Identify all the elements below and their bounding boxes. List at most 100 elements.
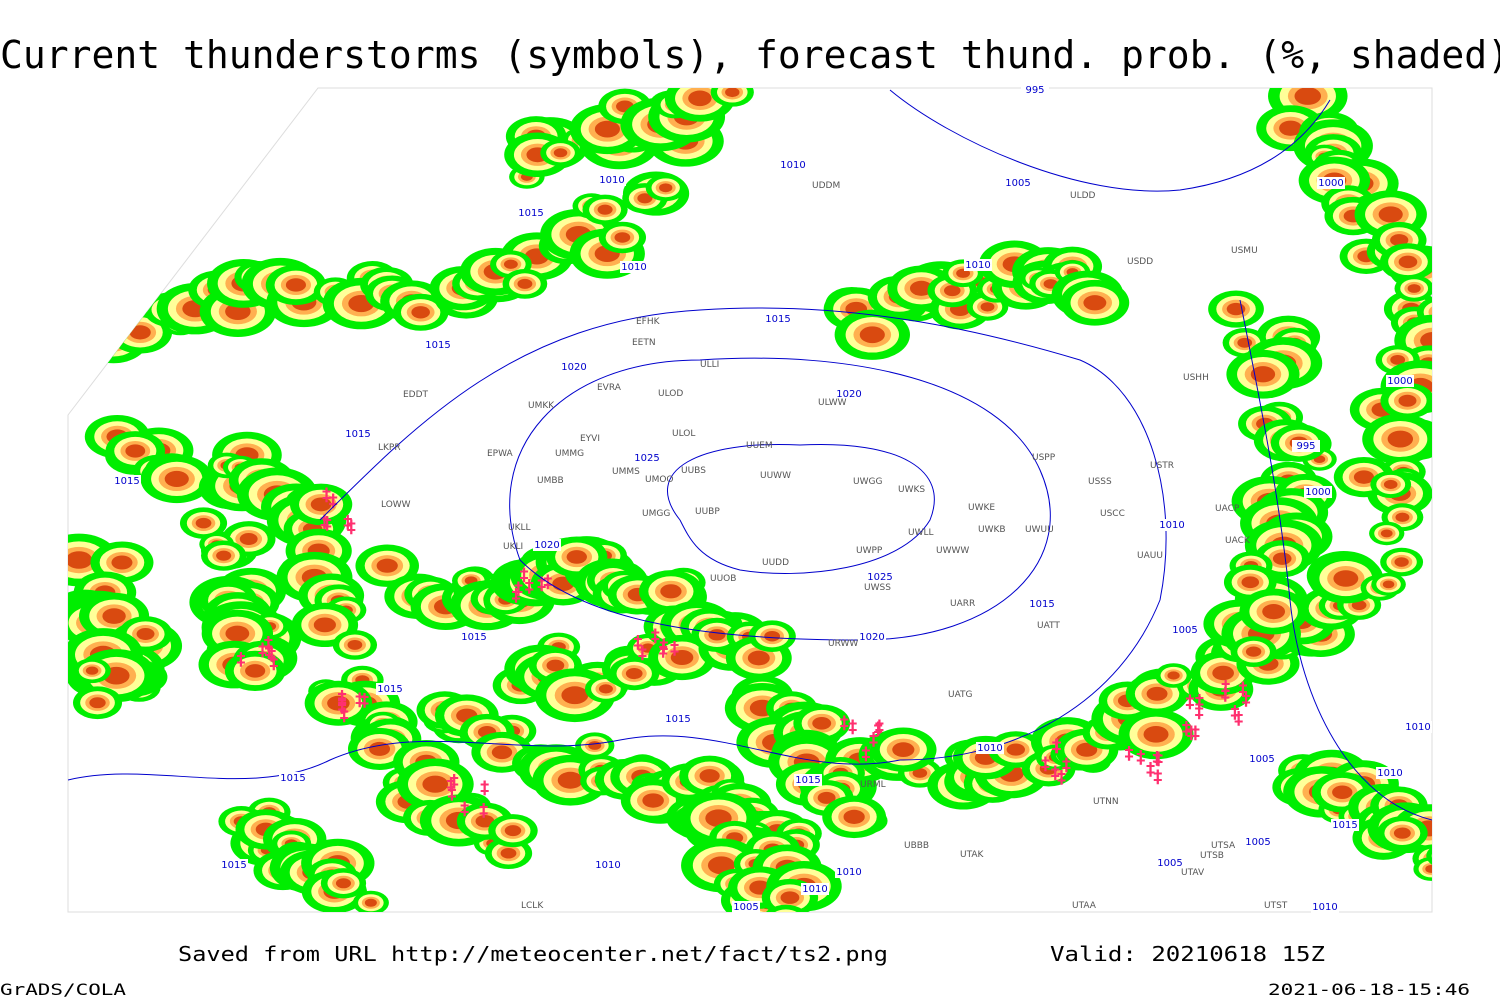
probability-blob bbox=[688, 90, 712, 107]
probability-blob bbox=[125, 444, 146, 458]
isobar-label: 1015 bbox=[280, 773, 305, 784]
isobar-label-bg bbox=[376, 683, 404, 695]
storm-symbol: ‡ bbox=[1145, 759, 1156, 780]
probability-blob bbox=[1245, 646, 1262, 657]
isobar-label-bg bbox=[764, 313, 792, 325]
probability-blob bbox=[699, 769, 720, 783]
storm-symbol: ‡ bbox=[1135, 747, 1146, 768]
storm-symbol: ‡ bbox=[321, 484, 332, 505]
probability-blob bbox=[68, 340, 89, 373]
storm-symbol: ‡ bbox=[342, 512, 353, 533]
storm-symbol: ‡ bbox=[1220, 684, 1231, 705]
isobar-label: 1005 bbox=[1005, 178, 1030, 189]
isobar-label: 1010 bbox=[621, 262, 646, 273]
probability-blob bbox=[1262, 603, 1286, 620]
station-label: USSS bbox=[1088, 477, 1112, 487]
isobar bbox=[68, 735, 901, 781]
isobar-label: 1025 bbox=[867, 572, 892, 583]
storm-symbol: ‡ bbox=[328, 490, 339, 511]
storm-symbol: ‡ bbox=[459, 799, 470, 820]
storm-symbol: ‡ bbox=[449, 771, 460, 792]
storm-symbol: ‡ bbox=[337, 691, 348, 712]
station-label: UKLL bbox=[508, 523, 531, 533]
isobar-label-bg bbox=[1331, 819, 1359, 831]
probability-blob bbox=[1390, 354, 1406, 365]
probability-blob bbox=[769, 909, 803, 912]
station-label: UWKE bbox=[968, 503, 995, 513]
probability-blob bbox=[1439, 852, 1451, 860]
probability-blob bbox=[164, 470, 189, 487]
isobar bbox=[319, 307, 1167, 761]
station-label: UTAK bbox=[960, 850, 985, 860]
probability-blob bbox=[588, 741, 602, 750]
probability-blob bbox=[285, 278, 306, 292]
probability-blob bbox=[102, 608, 126, 624]
probability-blob bbox=[1226, 302, 1246, 316]
station-label: UWPP bbox=[856, 546, 883, 556]
station-label: ULDD bbox=[1070, 191, 1096, 201]
isobar-label: 1015 bbox=[795, 775, 820, 786]
probability-blob bbox=[503, 259, 518, 269]
isobar-label-bg bbox=[794, 774, 822, 786]
station-label: UWUU bbox=[1025, 525, 1054, 535]
isobar-label: 1010 bbox=[965, 260, 990, 271]
isobar-label: 1010 bbox=[802, 884, 827, 895]
probability-blob bbox=[411, 306, 430, 319]
probability-blob bbox=[1212, 665, 1234, 681]
station-label: UWWW bbox=[936, 546, 969, 556]
isobar-label: 1015 bbox=[221, 860, 246, 871]
isobar-label: 1020 bbox=[534, 540, 559, 551]
probability-blob bbox=[1332, 785, 1353, 800]
probability-blob bbox=[1425, 864, 1432, 873]
probability-blob bbox=[85, 666, 99, 675]
probability-blob bbox=[68, 551, 93, 569]
probability-blob bbox=[1250, 366, 1276, 383]
storm-symbol: ‡ bbox=[1220, 677, 1231, 698]
probability-blob bbox=[1353, 470, 1374, 484]
probability-blob bbox=[597, 204, 613, 215]
probability-blob bbox=[500, 848, 517, 859]
probability-blob bbox=[422, 775, 449, 793]
storm-symbol: ‡ bbox=[861, 744, 872, 765]
storm-symbol: ‡ bbox=[650, 626, 661, 647]
probability-blob bbox=[1241, 576, 1260, 589]
isobar-label-bg bbox=[344, 428, 372, 440]
storm-symbol: ‡ bbox=[1152, 748, 1163, 769]
station-label: UMMG bbox=[555, 449, 584, 459]
probability-blob bbox=[335, 878, 352, 889]
probability-blob bbox=[1351, 600, 1367, 611]
probability-blob bbox=[566, 550, 587, 564]
isobar-label-bg bbox=[1171, 624, 1199, 636]
isobar-label-bg bbox=[1248, 753, 1276, 765]
isobar-label: 1015 bbox=[345, 429, 370, 440]
station-label: EDDT bbox=[403, 390, 429, 400]
storm-symbol: ‡ bbox=[1051, 736, 1062, 757]
probability-blob bbox=[660, 584, 682, 599]
isobar-label: 1010 bbox=[1159, 520, 1184, 531]
isobar bbox=[889, 89, 1331, 192]
station-label: UATG bbox=[948, 690, 973, 700]
probability-blob bbox=[313, 617, 336, 633]
timestamp: 2021-06-18-15:46 bbox=[1268, 980, 1470, 999]
storm-symbol: ‡ bbox=[1230, 702, 1241, 723]
station-label: UTST bbox=[1264, 901, 1288, 911]
isobar-label-bg bbox=[594, 859, 622, 871]
station-label: UWLL bbox=[908, 528, 934, 538]
probability-blob bbox=[1420, 332, 1432, 350]
probability-blob bbox=[225, 625, 250, 642]
isobar-label-bg bbox=[424, 339, 452, 351]
isobar-label: 1015 bbox=[1332, 820, 1357, 831]
station-label: USHH bbox=[1183, 373, 1209, 383]
isobar-label: 1010 bbox=[1312, 902, 1337, 913]
probability-blob bbox=[1395, 512, 1410, 522]
isobar-label-bg bbox=[620, 261, 648, 273]
isobar-label-bg bbox=[835, 388, 863, 400]
station-label: UWKB bbox=[978, 525, 1006, 535]
storm-symbol: ‡ bbox=[479, 777, 490, 798]
probability-blob bbox=[1006, 743, 1025, 756]
probability-blob bbox=[1333, 570, 1359, 587]
isobar-label: 1010 bbox=[1405, 722, 1430, 733]
station-label: UBBB bbox=[904, 841, 929, 851]
isobar-label: 1010 bbox=[599, 175, 624, 186]
isobar-label-bg bbox=[732, 901, 760, 913]
